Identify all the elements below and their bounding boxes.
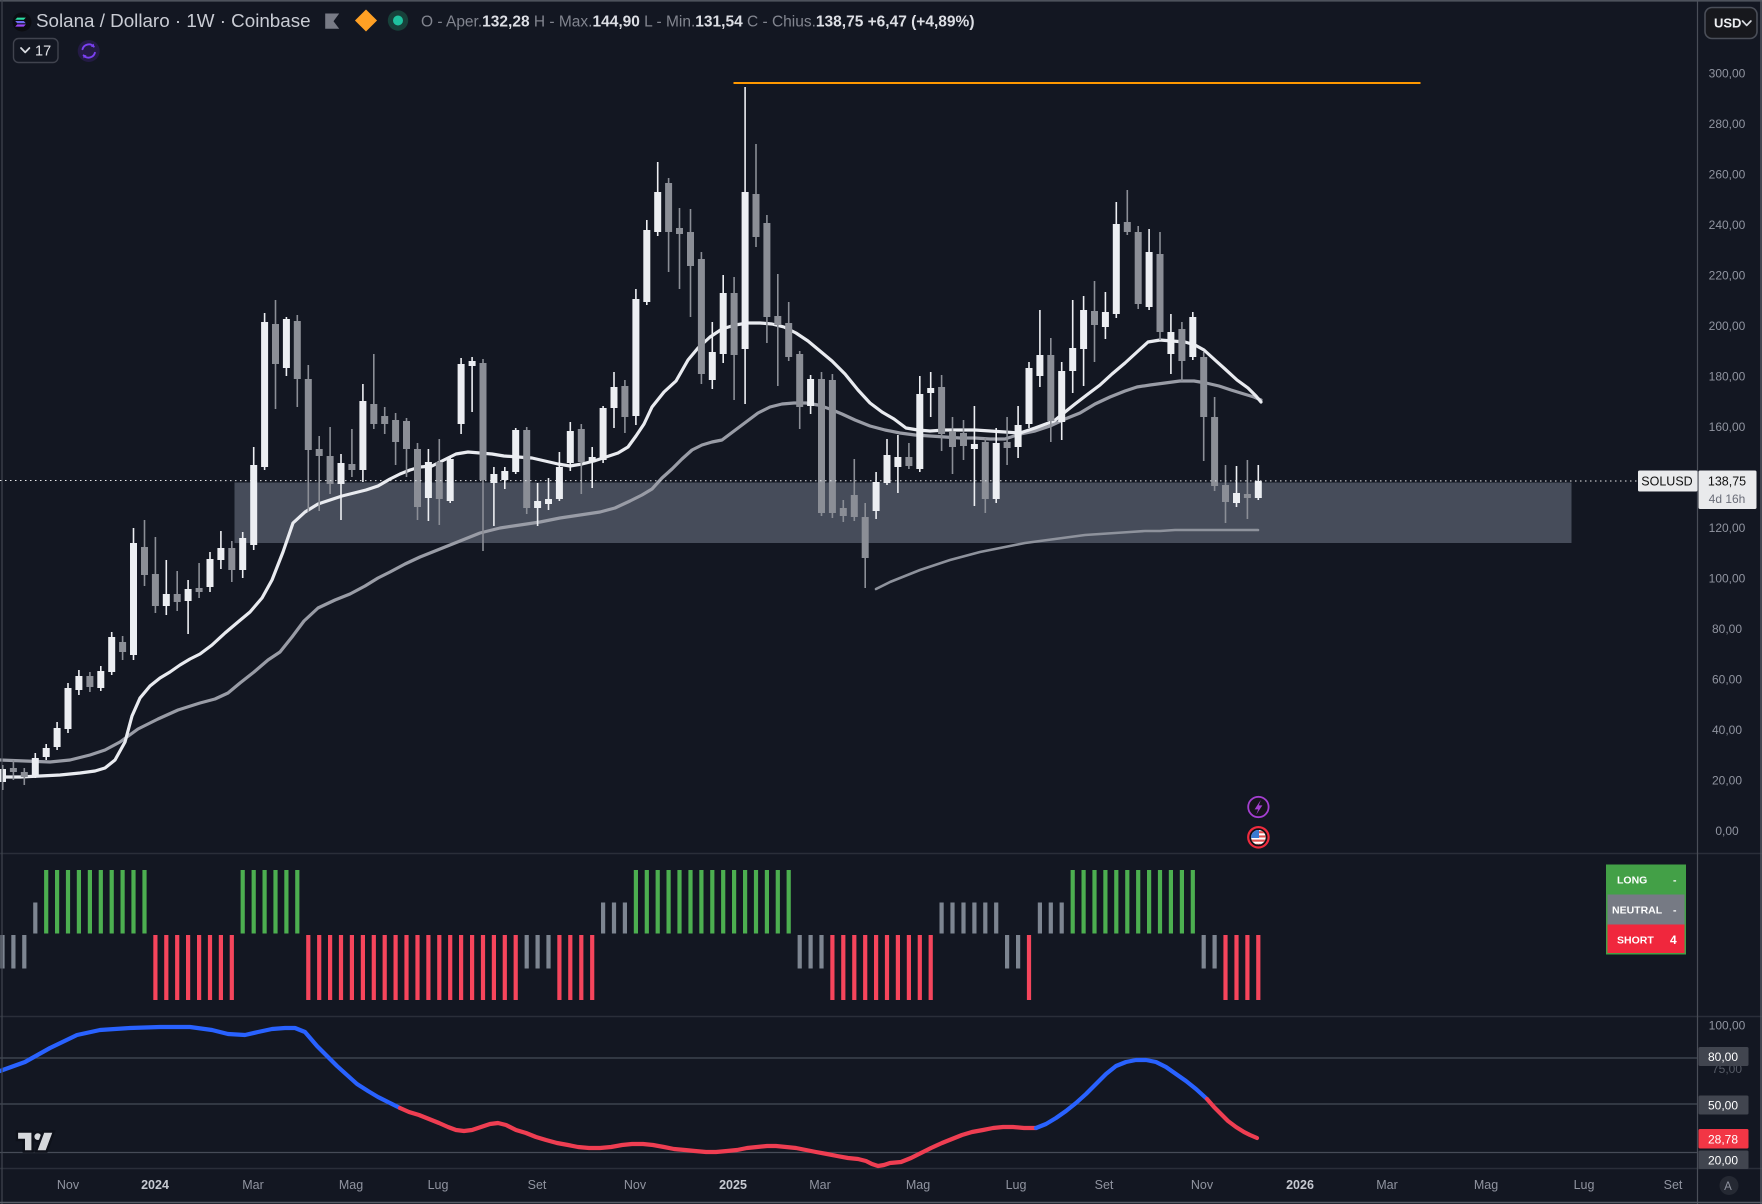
- svg-text:0,00: 0,00: [1715, 824, 1739, 838]
- svg-text:Mag: Mag: [1474, 1178, 1498, 1192]
- svg-text:80,00: 80,00: [1708, 1050, 1738, 1064]
- svg-text:200,00: 200,00: [1709, 319, 1746, 333]
- svg-text:Lug: Lug: [1006, 1178, 1027, 1192]
- svg-text:A: A: [1724, 1181, 1732, 1193]
- svg-text:Mar: Mar: [242, 1178, 264, 1192]
- svg-text:40,00: 40,00: [1712, 723, 1742, 737]
- svg-text:260,00: 260,00: [1709, 168, 1746, 182]
- svg-text:160,00: 160,00: [1709, 420, 1746, 434]
- svg-text:SOLUSD: SOLUSD: [1641, 475, 1692, 489]
- svg-text:4d 16h: 4d 16h: [1709, 492, 1746, 506]
- svg-text:120,00: 120,00: [1709, 521, 1746, 535]
- svg-text:LONG: LONG: [1617, 875, 1647, 887]
- svg-text:4: 4: [1670, 933, 1677, 947]
- svg-text:100,00: 100,00: [1709, 572, 1746, 586]
- svg-text:138,75: 138,75: [1708, 475, 1746, 489]
- svg-text:Nov: Nov: [1191, 1178, 1214, 1192]
- svg-text:NEUTRAL: NEUTRAL: [1612, 905, 1663, 917]
- svg-text:28,78: 28,78: [1708, 1133, 1738, 1147]
- svg-text:2024: 2024: [141, 1178, 169, 1192]
- svg-text:50,00: 50,00: [1708, 1099, 1738, 1113]
- svg-text:300,00: 300,00: [1709, 67, 1746, 81]
- svg-text:Nov: Nov: [624, 1178, 647, 1192]
- svg-text:280,00: 280,00: [1709, 117, 1746, 131]
- svg-text:Set: Set: [528, 1178, 547, 1192]
- svg-text:Solana / Dollaro · 1W · Coinba: Solana / Dollaro · 1W · Coinbase: [36, 10, 311, 31]
- svg-text:2026: 2026: [1286, 1178, 1314, 1192]
- svg-text:Mag: Mag: [906, 1178, 930, 1192]
- svg-text:Lug: Lug: [428, 1178, 449, 1192]
- svg-text:SHORT: SHORT: [1617, 935, 1654, 947]
- svg-text:17: 17: [35, 44, 51, 60]
- svg-text:Set: Set: [1664, 1178, 1683, 1192]
- svg-text:2025: 2025: [719, 1178, 747, 1192]
- svg-text:100,00: 100,00: [1709, 1019, 1746, 1033]
- svg-text:20,00: 20,00: [1708, 1154, 1738, 1168]
- svg-text:-: -: [1673, 875, 1677, 887]
- svg-text:60,00: 60,00: [1712, 673, 1742, 687]
- svg-text:Mag: Mag: [339, 1178, 363, 1192]
- svg-text:240,00: 240,00: [1709, 218, 1746, 232]
- svg-text:180,00: 180,00: [1709, 370, 1746, 384]
- svg-text:-: -: [1673, 905, 1677, 917]
- svg-text:Nov: Nov: [57, 1178, 80, 1192]
- svg-text:220,00: 220,00: [1709, 269, 1746, 283]
- svg-text:Set: Set: [1095, 1178, 1114, 1192]
- svg-text:O - Aper.132,28 H - Max.144,90: O - Aper.132,28 H - Max.144,90 L - Min.1…: [421, 14, 974, 31]
- svg-text:Mar: Mar: [809, 1178, 831, 1192]
- svg-text:20,00: 20,00: [1712, 774, 1742, 788]
- svg-text:Lug: Lug: [1574, 1178, 1595, 1192]
- svg-text:USD: USD: [1714, 16, 1741, 31]
- svg-text:80,00: 80,00: [1712, 622, 1742, 636]
- svg-text:Mar: Mar: [1376, 1178, 1398, 1192]
